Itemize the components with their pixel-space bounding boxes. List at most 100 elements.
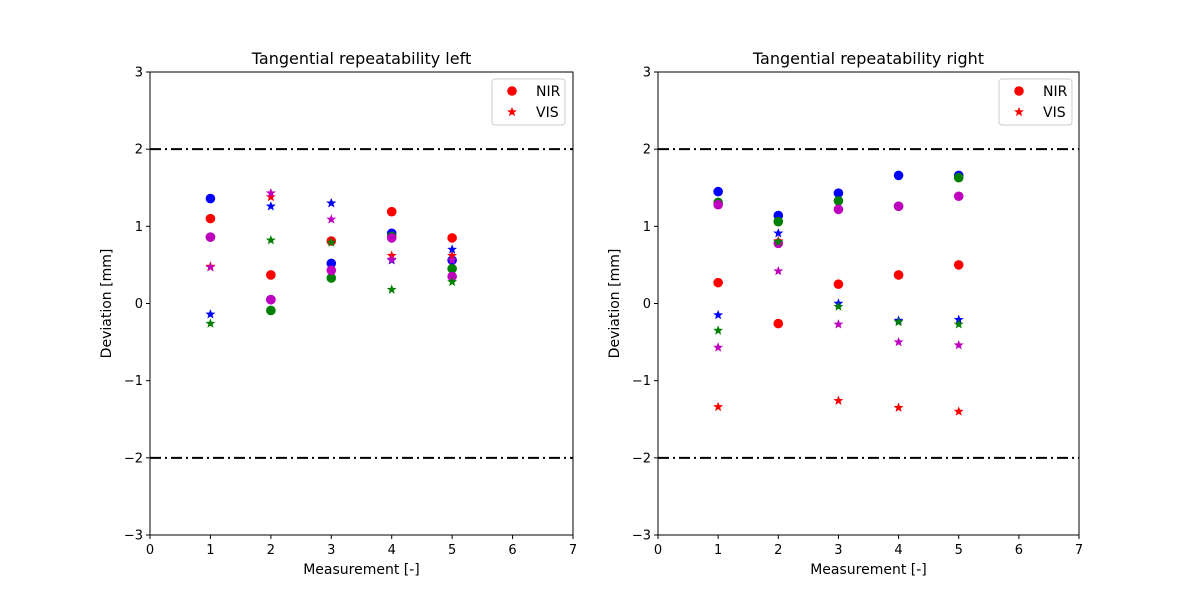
right-data-point-circle	[833, 279, 844, 290]
left-x-tick-label: 4	[388, 543, 396, 558]
left-legend-markers	[507, 86, 517, 117]
right-data-point-circle	[953, 260, 964, 270]
right-data-point-star	[953, 406, 964, 416]
right-legend-label-vis: VIS	[1043, 105, 1066, 121]
left-data-point-circle	[386, 233, 397, 243]
right-data-point-star	[773, 265, 784, 276]
left-legend: NIR VIS	[491, 78, 566, 126]
right-data-point-circle	[713, 199, 723, 210]
right-x-tick-label: 7	[1075, 543, 1083, 558]
left-data-point-circle	[266, 294, 276, 305]
right-data-point-circle	[953, 172, 964, 183]
right-data-point-circle	[893, 170, 904, 181]
right-data-point-star	[893, 336, 904, 347]
left-legend-marker-vis	[507, 106, 517, 117]
right-legend-label-nir: NIR	[1043, 84, 1068, 100]
left-x-tick-label: 1	[206, 543, 214, 558]
right-y-tick-label: −3	[632, 529, 651, 544]
left-data-point-circle	[447, 271, 457, 282]
left-y-tick-label: −2	[124, 451, 143, 466]
right-x-tick-label: 4	[894, 543, 902, 558]
right-y-tick-label: 2	[643, 143, 651, 158]
right-data-point-circle	[893, 270, 904, 280]
right-data-point-star	[713, 309, 724, 320]
left-data-point-circle	[205, 213, 216, 224]
right-legend: NIR VIS	[998, 78, 1073, 126]
left-data-point-star	[265, 187, 276, 198]
left-x-tick-label: 0	[146, 543, 154, 558]
right-data-point-circle	[833, 188, 844, 198]
right-data-point-star	[713, 401, 724, 412]
left-data-point-star	[447, 255, 458, 265]
left-data-point-circle	[326, 273, 337, 283]
right-data-point-circle	[713, 186, 723, 197]
left-data-point-star	[205, 318, 216, 328]
left-x-axis-label: Measurement [-]	[303, 562, 420, 578]
right-data-point-circle	[833, 196, 844, 206]
left-data-point-star	[326, 214, 337, 224]
right-y-tick-label: 3	[643, 66, 651, 81]
left-y-tick-label: 1	[135, 220, 143, 235]
right-data-point-circle	[713, 277, 723, 288]
right-x-tick-label: 6	[1015, 543, 1023, 558]
left-y-tick-label: 3	[135, 66, 143, 81]
right-data-point-circle	[833, 204, 844, 215]
left-data-point-circle	[205, 232, 216, 242]
left-data-point-star	[386, 284, 397, 294]
left-x-tick-label: 3	[327, 543, 335, 558]
right-data-point-star	[833, 395, 844, 405]
right-data-point-star	[833, 301, 844, 311]
left-data-point-star	[265, 201, 276, 211]
left-data-point-circle	[266, 270, 276, 280]
left-data-point-star	[326, 197, 337, 208]
left-legend-label-nir: NIR	[536, 84, 561, 100]
right-data-point-star	[833, 319, 844, 329]
right-data-point-star	[773, 228, 784, 238]
left-x-tick-label: 5	[448, 543, 456, 558]
right-panel: Tangential repeatability right Measureme…	[607, 49, 1083, 578]
right-data-point-star	[893, 402, 904, 412]
left-y-tick-label: −1	[124, 374, 143, 389]
left-data-point-circle	[266, 305, 276, 316]
left-panel: Tangential repeatability left Measuremen…	[99, 49, 577, 578]
right-data-point-circle	[773, 216, 784, 227]
right-data-point-circle	[953, 191, 964, 202]
right-data-point-star	[893, 316, 904, 327]
right-plot-area: 0 1 2 3 4 5 6 7 −3 −2 −1 0 1 2 3	[632, 66, 1083, 559]
left-data-point-star	[386, 254, 397, 264]
left-data-point-star	[205, 262, 216, 272]
right-data-point-circle	[893, 201, 904, 212]
left-legend-label-vis: VIS	[536, 105, 559, 121]
right-legend-markers	[1014, 86, 1024, 117]
right-x-tick-label: 0	[654, 543, 662, 558]
left-legend-marker-nir	[507, 86, 517, 96]
left-y-tick-label: 0	[135, 297, 143, 312]
right-legend-marker-nir	[1014, 86, 1024, 96]
right-data-point-star	[713, 325, 724, 335]
left-data-point-star	[447, 244, 458, 254]
right-data-point-circle	[773, 318, 784, 329]
left-data-point-star	[265, 191, 276, 202]
left-data-point-circle	[447, 263, 457, 274]
right-y-tick-label: 1	[643, 220, 651, 235]
left-data-point-star	[447, 276, 458, 287]
right-data-point-star	[953, 339, 964, 350]
left-data-point-circle	[326, 258, 337, 269]
left-data-point-circle	[386, 206, 397, 217]
right-x-tick-label: 5	[955, 543, 963, 558]
right-data-point-star	[953, 319, 964, 329]
right-y-tick-label: −1	[632, 374, 651, 389]
left-x-tick-label: 2	[267, 543, 275, 558]
right-data-point-star	[773, 236, 784, 246]
right-y-axis-label: Deviation [mm]	[607, 249, 623, 359]
left-data-point-circle	[205, 193, 216, 204]
left-y-tick-label: 2	[135, 143, 143, 158]
left-data-point-circle	[447, 233, 457, 243]
left-data-point-circle	[326, 265, 337, 276]
left-x-tick-label: 7	[569, 543, 577, 558]
left-y-axis-label: Deviation [mm]	[99, 249, 115, 359]
right-legend-marker-vis	[1014, 106, 1024, 117]
right-data-point-star	[713, 342, 724, 352]
right-x-tick-label: 2	[774, 543, 782, 558]
